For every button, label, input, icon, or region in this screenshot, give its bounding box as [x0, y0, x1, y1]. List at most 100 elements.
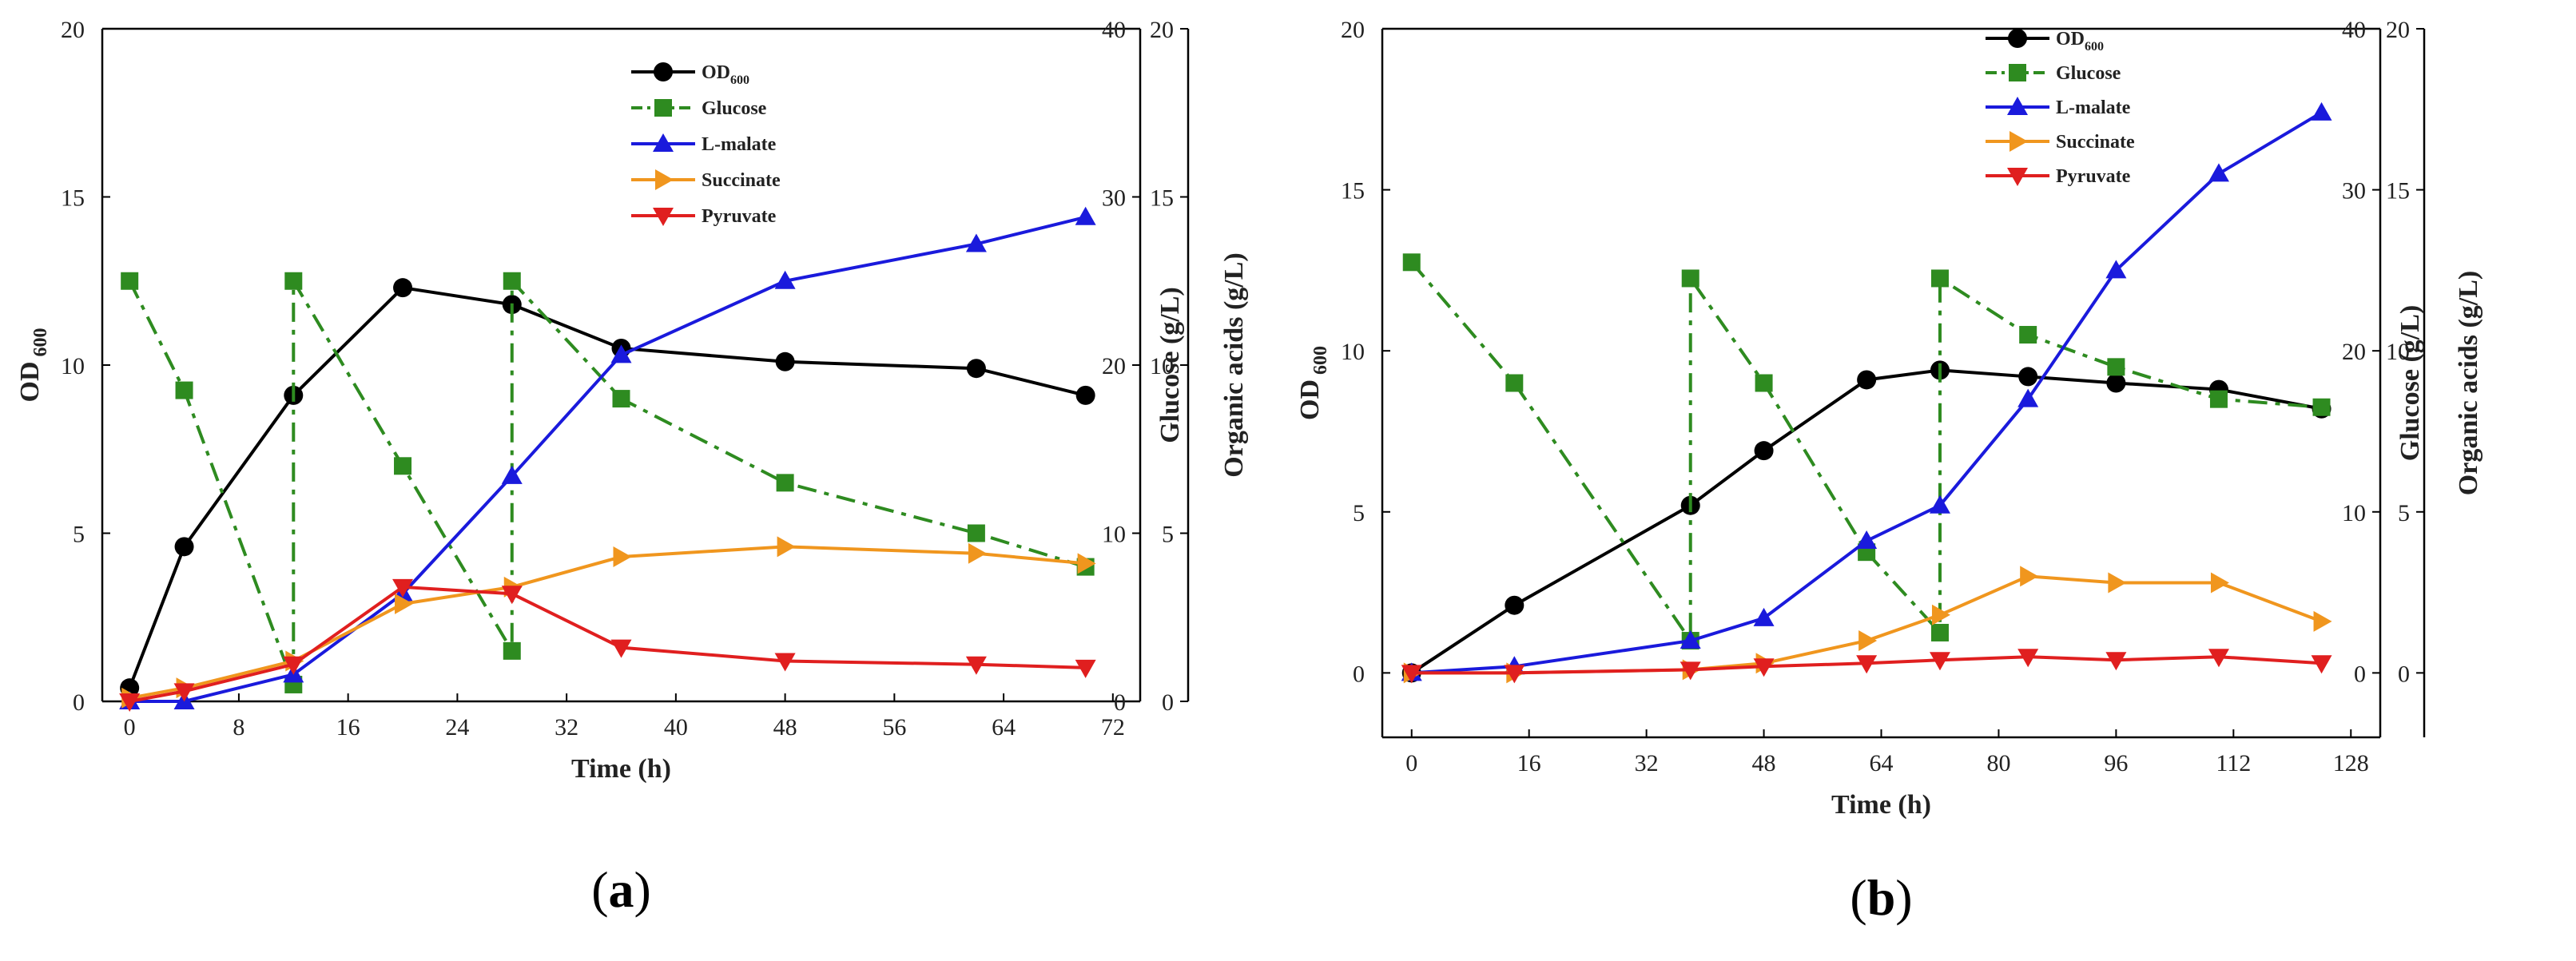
data-point-pyruvate	[1680, 661, 1701, 681]
data-point-succinate	[2108, 572, 2127, 594]
data-point-succinate	[968, 542, 987, 564]
panel-label-open: (	[1850, 869, 1866, 926]
y-glucose-tick-label: 30	[1102, 185, 1126, 212]
data-point-malate	[2017, 388, 2039, 407]
data-point-od	[174, 537, 194, 557]
y-glucose-tick-label: 0	[1114, 689, 1126, 716]
y-left-tick-label: 15	[1341, 178, 1365, 205]
data-point-pyruvate	[1753, 658, 1775, 677]
data-point-pyruvate	[2017, 649, 2039, 668]
legend-marker-succinate	[2010, 131, 2028, 152]
y-left-axis-label-sub: 600	[30, 328, 51, 362]
legend-label-main: L-malate	[702, 134, 777, 155]
x-tick-label: 0	[124, 714, 136, 741]
legend-label-main: Glucose	[702, 98, 767, 119]
data-point-pyruvate	[119, 693, 141, 712]
y-acids-tick-label: 20	[2386, 17, 2410, 43]
data-point-glucose	[2019, 326, 2037, 344]
y-left-axis-label: OD 600	[15, 328, 51, 403]
data-point-od	[2018, 367, 2038, 387]
legend: OD600 Glucose L-malate Succinate Pyruvate	[1986, 29, 2135, 187]
y-acids-tick-label: 10	[1150, 353, 1174, 379]
legend-label-sub: 600	[730, 73, 749, 87]
data-point-pyruvate	[1856, 655, 1878, 674]
data-point-malate	[1856, 530, 1878, 550]
series-od	[1401, 360, 2332, 683]
data-point-pyruvate	[283, 656, 304, 675]
data-point-glucose	[1505, 374, 1524, 392]
data-point-malate	[2105, 260, 2127, 279]
data-point-succinate	[777, 536, 796, 558]
data-point-od	[2106, 373, 2126, 393]
legend-marker-malate	[2007, 97, 2028, 115]
legend-marker-pyruvate	[2007, 168, 2028, 186]
y-glucose-axis-label: Glucose (g/L)	[2395, 305, 2425, 461]
series-line-pyruvate	[1411, 655, 2322, 675]
x-tick-label: 64	[992, 714, 1016, 741]
y-glucose-tick-label: 30	[2342, 178, 2366, 205]
series-succinate	[121, 536, 1096, 709]
legend-label-main: Succinate	[2056, 132, 2135, 153]
y-left-tick-label: 5	[73, 522, 85, 548]
series-pyruvate	[119, 578, 1096, 712]
y-acids-tick-label: 5	[2398, 500, 2410, 526]
legend-marker-glucose	[2009, 64, 2026, 81]
data-point-pyruvate	[173, 683, 195, 702]
data-point-malate	[2208, 163, 2229, 182]
x-tick-label: 16	[1517, 750, 1541, 776]
y-acids-tick-label: 0	[1162, 689, 1174, 716]
panel-label: (a)	[591, 861, 651, 918]
data-point-malate	[1929, 494, 1950, 514]
legend-label-malate: L-malate	[2056, 97, 2131, 118]
data-point-od	[1505, 595, 1525, 615]
legend-label-main: L-malate	[2056, 97, 2131, 118]
y-acids-axis-label: Organic acids (g/L)	[1219, 252, 1249, 477]
data-point-pyruvate	[610, 639, 632, 658]
panel-label-close: )	[1895, 869, 1912, 926]
panel-label-close: )	[634, 861, 651, 918]
y-acids-axis-label: Organic acids (g/L)	[2454, 271, 2483, 495]
series-line-od	[1410, 368, 2322, 675]
data-point-glucose	[121, 272, 139, 290]
legend-label-pyruvate: Pyruvate	[2056, 166, 2131, 187]
y-left-tick-label: 10	[1341, 339, 1365, 365]
data-point-malate	[610, 344, 632, 363]
panel-label-open: (	[591, 861, 608, 918]
data-point-pyruvate	[1504, 665, 1525, 684]
legend-label-succinate: Succinate	[702, 170, 781, 191]
data-point-pyruvate	[2311, 655, 2332, 674]
data-point-pyruvate	[1075, 659, 1096, 678]
legend-marker-succinate	[655, 169, 674, 190]
x-tick-label: 40	[664, 714, 688, 741]
data-point-malate	[2311, 101, 2332, 121]
x-tick-label: 128	[2333, 750, 2369, 776]
x-tick-label: 0	[1405, 750, 1417, 776]
data-point-succinate	[2020, 566, 2039, 587]
series-line-glucose	[1410, 261, 2322, 646]
x-tick-label: 64	[1870, 750, 1894, 776]
data-point-od	[775, 351, 795, 371]
y-left-tick-label: 0	[1353, 661, 1365, 687]
y-glucose-tick-label: 40	[1102, 17, 1126, 43]
data-point-pyruvate	[965, 656, 987, 675]
legend-marker-glucose	[654, 99, 672, 117]
chart-panel-b: 0 16 32 48 64 80 96 112 128 Time (h) 0 5 10 15 20 0 10 20…	[1295, 17, 2483, 926]
data-point-glucose	[612, 390, 630, 408]
y-glucose-axis-label: Glucose (g/L)	[1155, 287, 1185, 443]
x-tick-label: 80	[1986, 750, 2010, 776]
data-point-glucose	[503, 641, 521, 660]
data-point-glucose	[175, 381, 193, 399]
legend-label-glucose: Glucose	[2056, 63, 2121, 84]
x-tick-label: 48	[1752, 750, 1776, 776]
data-point-glucose	[2107, 358, 2125, 376]
data-point-succinate	[1931, 604, 1950, 625]
data-point-glucose	[1681, 269, 1699, 288]
legend-label-od: OD600	[702, 62, 749, 87]
data-point-pyruvate	[501, 586, 523, 605]
y-glucose-tick-label: 20	[1102, 353, 1126, 379]
y-acids-tick-label: 20	[1150, 17, 1174, 43]
y-acids-tick-label: 10	[2386, 339, 2410, 365]
data-point-succinate	[2313, 610, 2332, 632]
legend-label-malate: L-malate	[702, 134, 777, 155]
legend: OD600 Glucose L-malate Succinate Pyruvate	[631, 62, 781, 227]
